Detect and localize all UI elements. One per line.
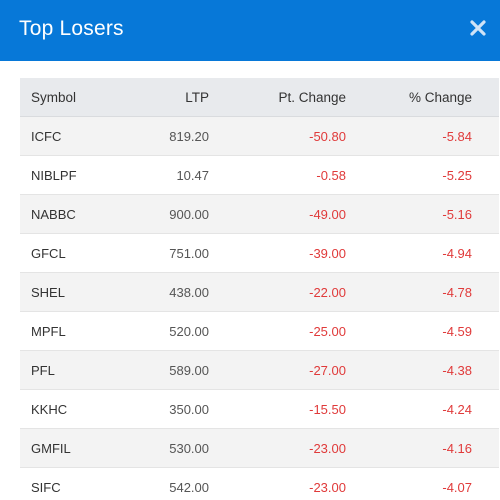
table-header-row: Symbol LTP Pt. Change % Change	[20, 78, 499, 117]
cell-pt-change: -23.00	[209, 467, 346, 500]
cell-symbol[interactable]: ICFC	[20, 116, 125, 156]
cell-pct-change: -5.84	[346, 116, 472, 156]
close-button[interactable]	[470, 20, 486, 36]
column-header-pct-change[interactable]: % Change	[346, 78, 472, 117]
cell-pct-change: -4.59	[346, 311, 472, 351]
cell-pct-change: -4.24	[346, 389, 472, 429]
cell-pct-change: -5.25	[346, 155, 472, 195]
cell-pt-change: -39.00	[209, 233, 346, 273]
cell-pt-change: -49.00	[209, 194, 346, 234]
cell-ltp: 542.00	[125, 467, 209, 500]
cell-spacer	[472, 350, 499, 390]
cell-pt-change: -15.50	[209, 389, 346, 429]
table-body: ICFC 819.20 -50.80 -5.84 NIBLPF 10.47 -0.58 -5.…	[20, 116, 499, 500]
table-row[interactable]: GFCL 751.00 -39.00 -4.94	[20, 233, 499, 273]
cell-spacer	[472, 116, 499, 156]
cell-symbol[interactable]: KKHC	[20, 389, 125, 429]
cell-symbol[interactable]: MPFL	[20, 311, 125, 351]
cell-ltp: 10.47	[125, 155, 209, 195]
cell-symbol[interactable]: NIBLPF	[20, 155, 125, 195]
cell-symbol[interactable]: SHEL	[20, 272, 125, 312]
cell-spacer	[472, 467, 499, 500]
cell-spacer	[472, 155, 499, 195]
table-row[interactable]: ICFC 819.20 -50.80 -5.84	[20, 116, 499, 156]
cell-pt-change: -25.00	[209, 311, 346, 351]
cell-pct-change: -4.38	[346, 350, 472, 390]
cell-spacer	[472, 233, 499, 273]
cell-pct-change: -4.94	[346, 233, 472, 273]
losers-table: Symbol LTP Pt. Change % Change ICFC 819.2…	[20, 78, 499, 500]
table-row[interactable]: GMFIL 530.00 -23.00 -4.16	[20, 428, 499, 468]
cell-pct-change: -4.78	[346, 272, 472, 312]
table-row[interactable]: PFL 589.00 -27.00 -4.38	[20, 350, 499, 390]
cell-symbol[interactable]: NABBC	[20, 194, 125, 234]
column-header-symbol[interactable]: Symbol	[20, 78, 125, 117]
cell-symbol[interactable]: SIFC	[20, 467, 125, 500]
table-row[interactable]: SIFC 542.00 -23.00 -4.07	[20, 467, 499, 500]
cell-pt-change: -27.00	[209, 350, 346, 390]
cell-symbol[interactable]: PFL	[20, 350, 125, 390]
table-row[interactable]: NABBC 900.00 -49.00 -5.16	[20, 194, 499, 234]
cell-ltp: 520.00	[125, 311, 209, 351]
table-row[interactable]: SHEL 438.00 -22.00 -4.78	[20, 272, 499, 312]
cell-ltp: 819.20	[125, 116, 209, 156]
cell-pct-change: -4.07	[346, 467, 472, 500]
table-row[interactable]: MPFL 520.00 -25.00 -4.59	[20, 311, 499, 351]
losers-table-container: Symbol LTP Pt. Change % Change ICFC 819.2…	[20, 78, 499, 500]
cell-spacer	[472, 428, 499, 468]
cell-pt-change: -50.80	[209, 116, 346, 156]
cell-ltp: 530.00	[125, 428, 209, 468]
cell-pt-change: -23.00	[209, 428, 346, 468]
cell-spacer	[472, 272, 499, 312]
cell-ltp: 438.00	[125, 272, 209, 312]
table-row[interactable]: KKHC 350.00 -15.50 -4.24	[20, 389, 499, 429]
modal-header: Top Losers	[0, 0, 500, 61]
modal-title: Top Losers	[19, 17, 124, 40]
table-row[interactable]: NIBLPF 10.47 -0.58 -5.25	[20, 155, 499, 195]
cell-spacer	[472, 311, 499, 351]
cell-ltp: 900.00	[125, 194, 209, 234]
cell-ltp: 350.00	[125, 389, 209, 429]
cell-ltp: 589.00	[125, 350, 209, 390]
cell-ltp: 751.00	[125, 233, 209, 273]
cell-spacer	[472, 389, 499, 429]
cell-pct-change: -5.16	[346, 194, 472, 234]
cell-spacer	[472, 194, 499, 234]
cell-symbol[interactable]: GFCL	[20, 233, 125, 273]
column-header-pt-change[interactable]: Pt. Change	[209, 78, 346, 117]
cell-symbol[interactable]: GMFIL	[20, 428, 125, 468]
cell-pct-change: -4.16	[346, 428, 472, 468]
cell-pt-change: -0.58	[209, 155, 346, 195]
column-header-spacer	[472, 78, 499, 117]
close-icon[interactable]	[470, 20, 486, 36]
cell-pt-change: -22.00	[209, 272, 346, 312]
column-header-ltp[interactable]: LTP	[125, 78, 209, 117]
